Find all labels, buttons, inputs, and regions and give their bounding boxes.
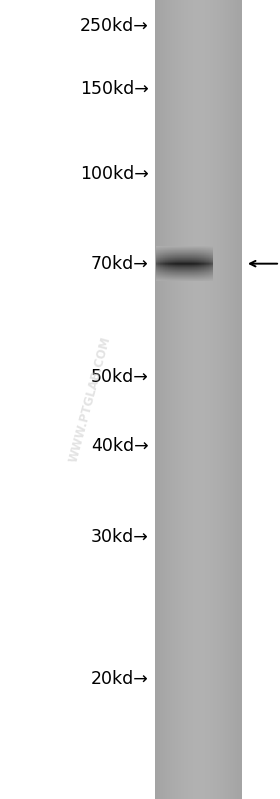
Bar — [208, 246, 209, 281]
Bar — [172, 246, 173, 281]
Bar — [178, 246, 179, 281]
Bar — [205, 246, 206, 281]
Bar — [186, 246, 187, 281]
Bar — [173, 246, 174, 281]
Bar — [209, 246, 210, 281]
Bar — [207, 246, 208, 281]
Bar — [210, 246, 211, 281]
Bar — [166, 246, 167, 281]
Bar — [206, 246, 207, 281]
Text: 150kd→: 150kd→ — [80, 81, 148, 98]
Bar — [204, 246, 205, 281]
Bar — [212, 246, 213, 281]
Bar — [192, 246, 193, 281]
Bar — [167, 246, 168, 281]
Bar — [195, 246, 196, 281]
Bar — [184, 246, 185, 281]
Bar — [211, 246, 212, 281]
Bar — [197, 246, 198, 281]
Bar — [158, 246, 159, 281]
Text: 250kd→: 250kd→ — [80, 18, 148, 35]
Bar — [161, 246, 162, 281]
Bar — [187, 246, 188, 281]
Text: 70kd→: 70kd→ — [91, 255, 148, 272]
Bar — [183, 246, 184, 281]
Bar — [202, 246, 203, 281]
Bar — [164, 246, 165, 281]
Text: 30kd→: 30kd→ — [91, 528, 148, 546]
Bar — [188, 246, 189, 281]
Bar — [156, 246, 157, 281]
Bar — [198, 246, 199, 281]
Bar — [182, 246, 183, 281]
Bar — [174, 246, 175, 281]
Bar — [194, 246, 195, 281]
Bar — [169, 246, 170, 281]
Bar — [170, 246, 171, 281]
Text: WWW.PTGLAB.COM: WWW.PTGLAB.COM — [67, 335, 113, 464]
Bar — [181, 246, 182, 281]
Bar — [163, 246, 164, 281]
Bar — [199, 246, 200, 281]
Text: 100kd→: 100kd→ — [80, 165, 148, 183]
Bar — [171, 246, 172, 281]
Bar — [196, 246, 197, 281]
Bar — [190, 246, 191, 281]
Bar — [200, 246, 201, 281]
Bar — [162, 246, 163, 281]
Bar — [175, 246, 176, 281]
Text: 50kd→: 50kd→ — [91, 368, 148, 386]
Bar — [165, 246, 166, 281]
Bar — [176, 246, 177, 281]
Bar — [159, 246, 160, 281]
Bar — [180, 246, 181, 281]
Bar — [203, 246, 204, 281]
Bar — [189, 246, 190, 281]
Bar — [191, 246, 192, 281]
Bar — [160, 246, 161, 281]
Bar — [177, 246, 178, 281]
Bar — [168, 246, 169, 281]
Bar — [193, 246, 194, 281]
Text: 20kd→: 20kd→ — [91, 670, 148, 688]
Bar — [185, 246, 186, 281]
Bar — [201, 246, 202, 281]
Text: 40kd→: 40kd→ — [91, 437, 148, 455]
Bar — [179, 246, 180, 281]
Bar — [157, 246, 158, 281]
